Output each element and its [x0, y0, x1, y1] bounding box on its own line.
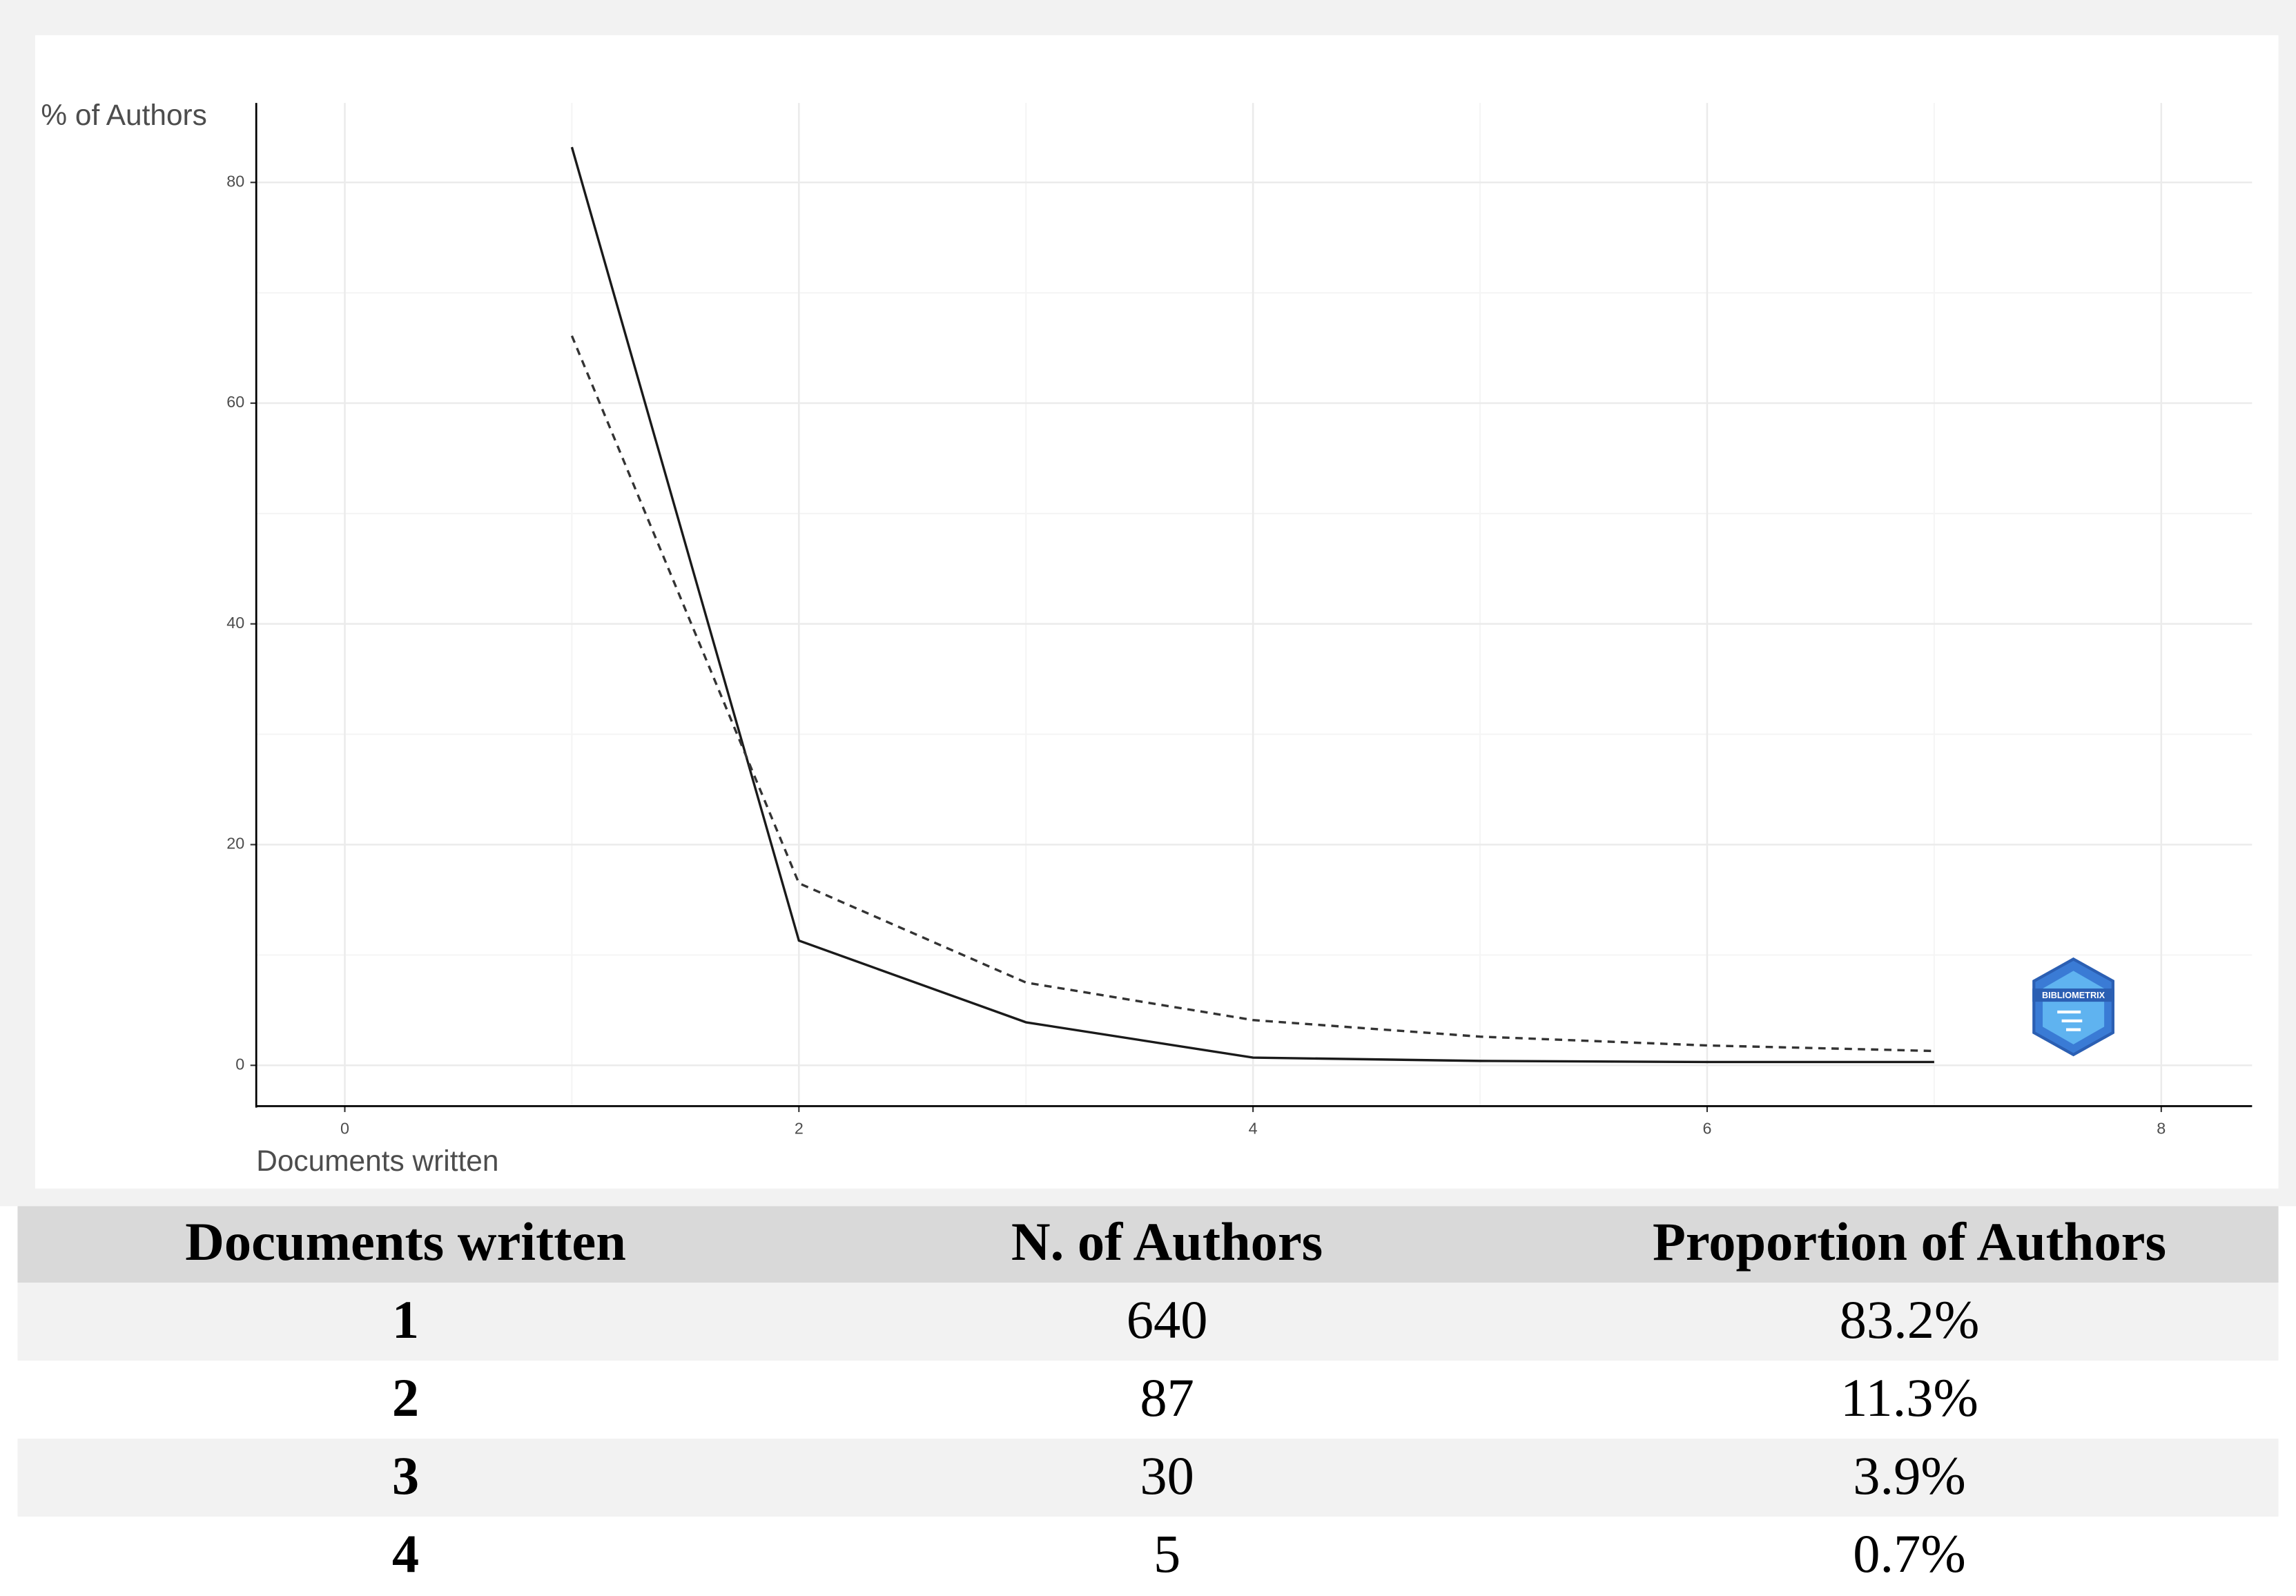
table-cell: 30	[1140, 1446, 1194, 1506]
y-tick-label: 40	[226, 614, 244, 632]
table-cell: 4	[392, 1524, 419, 1584]
x-tick-label: 8	[2157, 1120, 2166, 1138]
y-tick-label: 80	[226, 172, 244, 190]
x-tick-label: 6	[1702, 1120, 1711, 1138]
table-cell: 1	[392, 1290, 419, 1350]
lines	[570, 146, 1934, 1064]
table-cell: 11.3%	[1840, 1368, 1978, 1428]
table-row-bg	[17, 1283, 2279, 1361]
table-cell: 0.7%	[1853, 1524, 1965, 1584]
table-cell: 2	[392, 1368, 419, 1428]
table-cell: 87	[1140, 1368, 1194, 1428]
table-cell: 640	[1127, 1290, 1208, 1350]
series-line	[570, 335, 1934, 1053]
table-cell: 3.9%	[1853, 1446, 1965, 1506]
table-header-cell: Documents written	[185, 1212, 626, 1272]
table-cell: 83.2%	[1840, 1290, 1980, 1350]
table-cell: 5	[1154, 1524, 1180, 1584]
table: Documents written N. of Authors Proportion…	[185, 1212, 2166, 1584]
x-tick-label: 2	[795, 1120, 804, 1138]
y-tick-label: 0	[235, 1055, 244, 1073]
table-row-bg	[17, 1438, 2279, 1517]
table-header-cell: Proportion of Authors	[1653, 1212, 2166, 1272]
table-header-bg	[17, 1206, 2279, 1283]
table-cell: 3	[392, 1446, 419, 1506]
table-header-cell: N. of Authors	[1011, 1212, 1323, 1272]
x-tick-label: 0	[340, 1120, 349, 1138]
x-tick-label: 4	[1249, 1120, 1258, 1138]
y-axis-title: % of Authors	[41, 99, 207, 132]
x-axis-title: Documents written	[256, 1145, 498, 1178]
y-tick-label: 20	[226, 835, 244, 853]
series-line	[570, 146, 1934, 1064]
chart-panel	[35, 35, 2279, 1189]
logo-text: BIBLIOMETRIX	[2042, 990, 2105, 1000]
logo: BIBLIOMETRIX	[2032, 957, 2114, 1057]
y-tick-label: 60	[226, 393, 244, 411]
